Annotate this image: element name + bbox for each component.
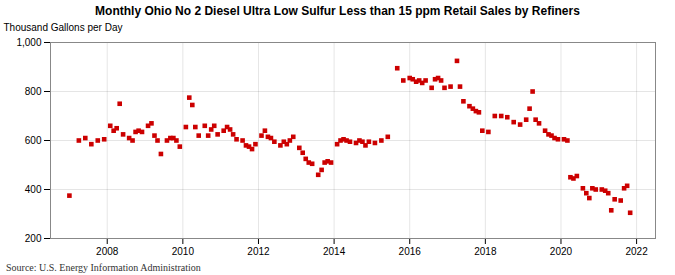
svg-text:200: 200 bbox=[25, 233, 42, 244]
svg-text:2012: 2012 bbox=[247, 246, 270, 257]
svg-text:2016: 2016 bbox=[399, 246, 422, 257]
svg-text:800: 800 bbox=[25, 86, 42, 97]
svg-text:2010: 2010 bbox=[172, 246, 195, 257]
html-text:Monthly Ohio No 2 Diesel Ultra: Monthly Ohio No 2 Diesel Ultra Low Sulfu… bbox=[95, 4, 580, 18]
svg-text:2018: 2018 bbox=[474, 246, 497, 257]
html-text:Source: U.S. Energy Informatio: Source: U.S. Energy Information Administ… bbox=[6, 262, 201, 273]
svg-text:1,000: 1,000 bbox=[16, 37, 41, 48]
svg-text:2020: 2020 bbox=[550, 246, 573, 257]
svg-text:400: 400 bbox=[25, 184, 42, 195]
svg-text:2014: 2014 bbox=[323, 246, 346, 257]
svg-text:2022: 2022 bbox=[625, 246, 648, 257]
svg-text:2008: 2008 bbox=[96, 246, 119, 257]
svg-text:600: 600 bbox=[25, 135, 42, 146]
svg-text:Thousand Gallons per Day: Thousand Gallons per Day bbox=[4, 22, 123, 33]
